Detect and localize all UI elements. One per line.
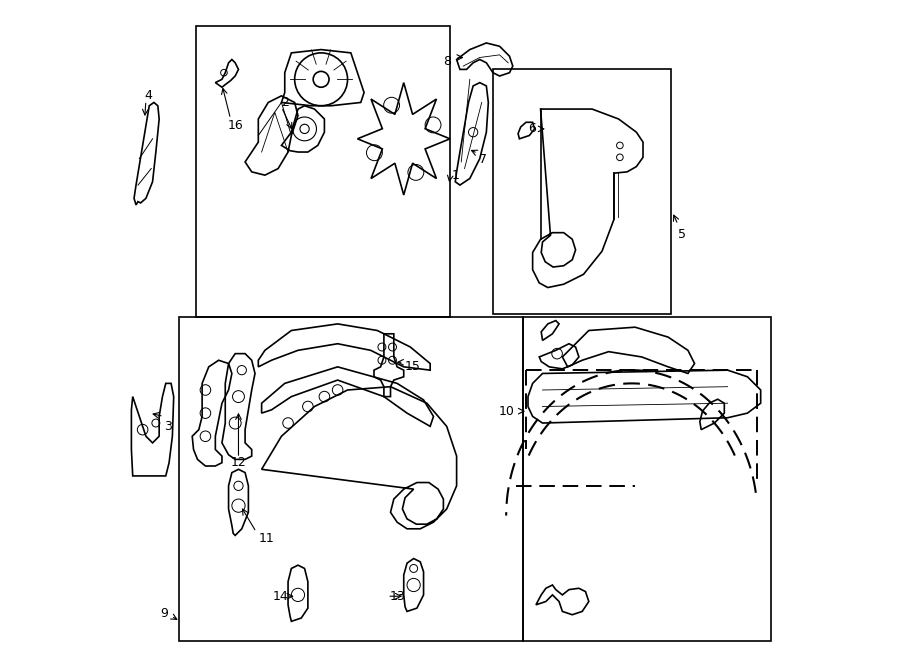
Text: 16: 16 <box>227 119 243 132</box>
Text: 15: 15 <box>405 360 421 373</box>
Text: 9: 9 <box>160 607 167 620</box>
Text: 14: 14 <box>273 590 289 603</box>
Text: 11: 11 <box>258 532 274 545</box>
Text: 1: 1 <box>452 169 460 182</box>
Text: 3: 3 <box>165 420 172 433</box>
Text: 8: 8 <box>444 55 452 68</box>
Text: 12: 12 <box>230 456 247 469</box>
Text: 5: 5 <box>678 228 686 241</box>
Text: 13: 13 <box>389 590 405 603</box>
Text: 7: 7 <box>479 153 487 167</box>
Text: 2: 2 <box>282 96 289 109</box>
Text: 6: 6 <box>528 122 536 136</box>
Text: 4: 4 <box>145 89 152 102</box>
Text: 10: 10 <box>499 405 514 418</box>
